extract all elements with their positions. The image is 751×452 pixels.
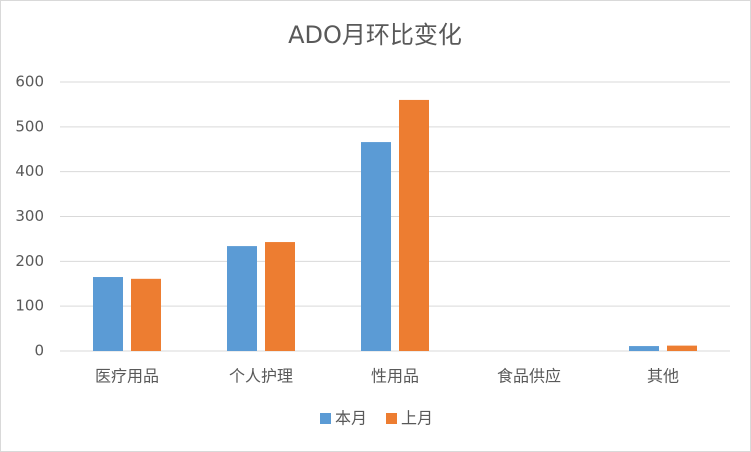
bar xyxy=(667,345,697,351)
x-tick-label: 性用品 xyxy=(371,367,419,386)
legend-swatch xyxy=(386,413,397,424)
y-tick-label: 100 xyxy=(15,297,44,315)
bar xyxy=(361,142,391,351)
legend-swatch xyxy=(320,413,331,424)
bar xyxy=(227,246,257,351)
bar xyxy=(131,278,161,351)
legend-label: 上月 xyxy=(401,409,433,428)
y-tick-label: 400 xyxy=(15,162,44,180)
bar xyxy=(265,242,295,351)
bar xyxy=(93,277,123,351)
x-tick-label: 其他 xyxy=(647,367,679,386)
bar xyxy=(629,346,659,351)
bar xyxy=(399,99,429,351)
y-tick-label: 500 xyxy=(15,117,44,135)
x-tick-label: 个人护理 xyxy=(229,367,293,386)
y-tick-label: 600 xyxy=(15,73,44,91)
chart-title: ADO月环比变化 xyxy=(288,21,462,49)
x-tick-label: 医疗用品 xyxy=(95,367,159,386)
y-tick-label: 300 xyxy=(15,207,44,225)
legend-label: 本月 xyxy=(335,409,367,428)
y-tick-label: 0 xyxy=(34,342,44,360)
y-tick-label: 200 xyxy=(15,252,44,270)
x-tick-label: 食品供应 xyxy=(497,367,561,386)
